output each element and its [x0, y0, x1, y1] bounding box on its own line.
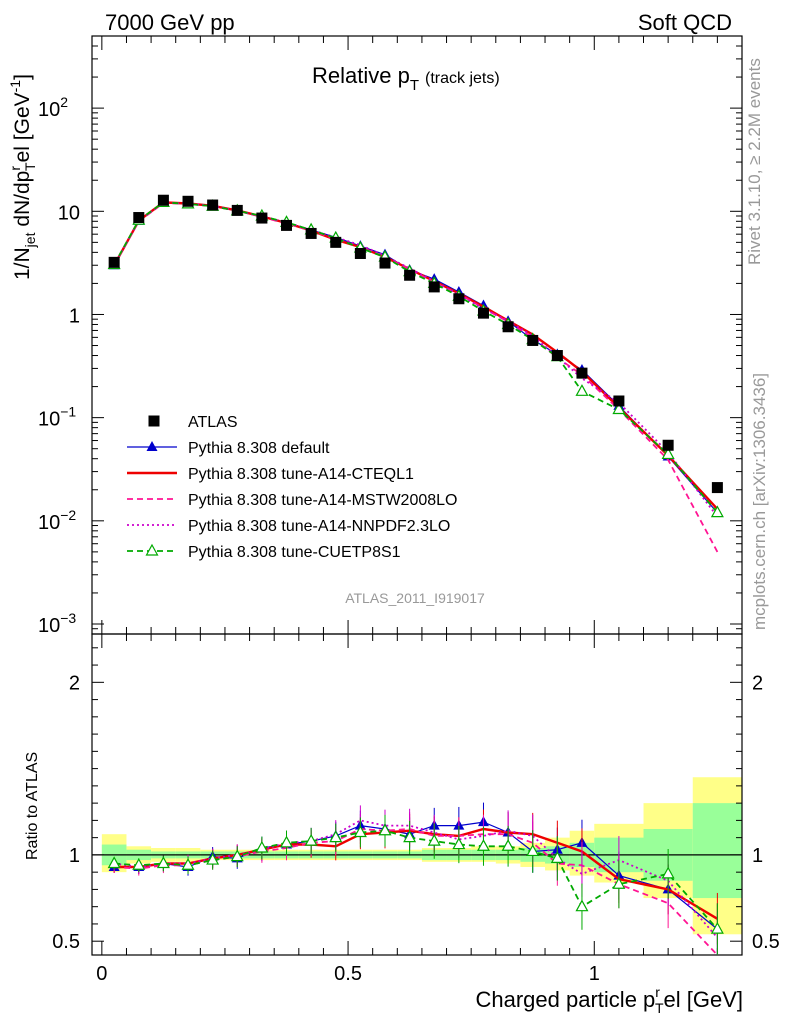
data-point-atlas [182, 195, 194, 207]
legend-entry-label: ATLAS [188, 414, 238, 431]
data-point-atlas [428, 281, 440, 293]
legend-entry-label: Pythia 8.308 tune-CUETP8S1 [188, 544, 401, 561]
ratio-y-tick-label: 2 [69, 672, 80, 694]
data-point-atlas [354, 247, 366, 259]
data-point-atlas [662, 439, 674, 451]
legend-entry-label: Pythia 8.308 tune-A14-MSTW2008LO [188, 492, 457, 509]
data-point-marker [710, 505, 724, 518]
data-point-marker [206, 852, 220, 865]
data-point-marker [612, 876, 626, 889]
main-y-tick-label: 10−3 [38, 610, 76, 637]
data-point-atlas [379, 257, 391, 269]
data-point-marker [575, 384, 589, 396]
main-y-tick-label: 10−2 [38, 507, 76, 534]
data-point-marker [526, 844, 540, 857]
data-point-marker [501, 839, 515, 851]
data-point-marker [661, 866, 675, 879]
data-point-marker [403, 830, 417, 843]
analysis-id: ATLAS_2011_I919017 [345, 590, 485, 606]
data-point-atlas [133, 212, 145, 224]
ratio-y-tick-label: 1 [69, 845, 80, 867]
main-y-axis-label: 1/Njet dN/dprTel [GeV-1] [7, 74, 38, 280]
data-point-marker [145, 543, 159, 556]
data-point-marker [378, 823, 392, 836]
data-point-marker [710, 921, 724, 934]
legend-entry-label: Pythia 8.308 default [188, 440, 330, 457]
ratio-y-tick-label: 0.5 [52, 931, 80, 953]
ratio-plot-frame [91, 633, 743, 956]
data-point-atlas [711, 482, 723, 494]
main-y-tick-label: 10−1 [38, 404, 76, 431]
data-point-atlas [453, 293, 465, 305]
series-line [114, 819, 719, 939]
data-point-atlas [305, 227, 317, 239]
plot-frames [91, 35, 743, 956]
ratio-y-tick-label-right: 2 [752, 672, 763, 694]
main-y-tick-label: 10 [58, 202, 80, 224]
data-point-atlas [108, 256, 120, 268]
ratio-uncertainty-bands [92, 777, 742, 935]
rivet-version-label: Rivet 3.1.10, ≥ 2.2M events [745, 58, 764, 265]
data-point-marker [107, 856, 121, 869]
data-point-atlas [330, 236, 342, 248]
header-energy: 7000 GeV pp [105, 10, 235, 35]
data-point-marker [304, 833, 318, 846]
main-y-tick-label: 1 [69, 305, 80, 327]
data-point-marker [230, 849, 244, 862]
data-point-marker [452, 837, 466, 850]
x-axis-label: Charged particle pr Tel [GeV] [476, 984, 744, 1016]
data-point-marker [427, 833, 441, 846]
ratio-band-inner [692, 803, 742, 899]
x-tick-label: 1 [589, 963, 600, 985]
data-point-atlas [551, 350, 563, 362]
data-point-atlas [256, 212, 268, 224]
data-point-atlas [613, 395, 625, 407]
data-point-atlas [281, 219, 293, 231]
data-point-marker [661, 447, 675, 460]
data-point-atlas [157, 194, 169, 206]
data-point-marker [146, 441, 158, 451]
main-series [107, 194, 724, 553]
x-tick-label: 0.5 [334, 963, 362, 985]
x-tick-label: 0 [96, 963, 107, 985]
data-point-marker [329, 830, 343, 843]
series-line [113, 201, 719, 510]
data-point-atlas [207, 199, 219, 211]
data-point-atlas [527, 334, 539, 346]
mcplots-label: mcplots.cern.ch [arXiv:1306.3436] [750, 373, 769, 630]
data-point-marker [132, 858, 146, 870]
legend: ATLAS Pythia 8.308 default Pythia 8.308 tu… [127, 414, 457, 561]
ratio-y-tick-label-right: 1 [752, 845, 763, 867]
data-point-marker [476, 839, 490, 851]
legend-entry-label: Pythia 8.308 tune-A14-CTEQL1 [188, 466, 414, 483]
legend-entry-label: Pythia 8.308 tune-A14-NNPDF2.3LO [188, 518, 450, 535]
data-point-marker [353, 825, 367, 838]
header-category: Soft QCD [638, 10, 732, 35]
ratio-y-tick-label-right: 0.5 [752, 931, 780, 953]
data-point-marker [612, 402, 626, 415]
chart-title: Relative pT (track jets) [312, 63, 500, 94]
data-point-atlas [502, 321, 514, 333]
data-point-marker [255, 840, 269, 853]
data-point-atlas [231, 204, 243, 216]
data-point-atlas [576, 367, 588, 379]
main-y-tick-label: 102 [38, 94, 68, 121]
data-point-marker [575, 899, 589, 912]
ratio-y-axis-label: Ratio to ATLAS [24, 752, 41, 860]
data-point-atlas [477, 307, 489, 319]
data-point-marker [181, 858, 195, 870]
data-point-atlas [148, 415, 160, 427]
data-point-marker [156, 856, 170, 869]
data-point-marker [279, 835, 294, 848]
ratio-series [107, 802, 724, 956]
data-point-marker [550, 851, 564, 863]
data-point-atlas [404, 269, 416, 281]
